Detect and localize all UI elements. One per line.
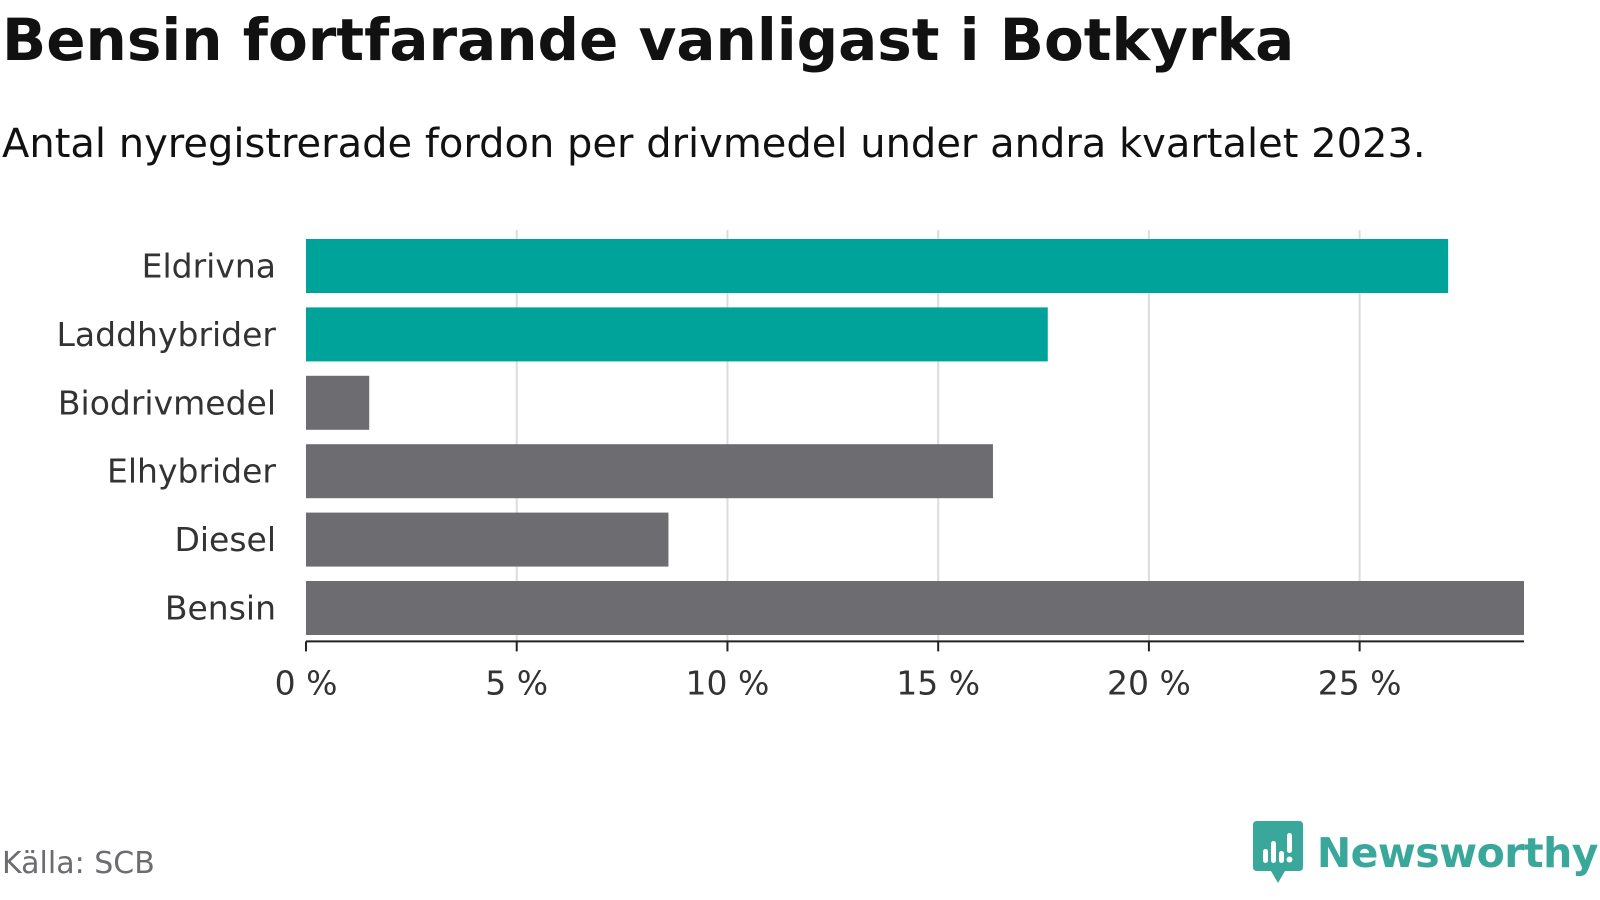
category-label-bensin: Bensin (165, 589, 276, 628)
category-labels: Eldrivna Laddhybrider Biodrivmedel Elhybrid… (57, 247, 277, 628)
category-label-elhybrider: Elhybrider (107, 452, 276, 491)
bar-diesel (306, 512, 669, 567)
bar-bensin (306, 581, 1524, 635)
x-axis: 0 % 5 % 10 % 15 % 20 % 25 % (275, 640, 1524, 702)
x-tick-label-5: 25 % (1318, 663, 1402, 702)
x-tick-label-3: 15 % (896, 663, 980, 702)
category-label-laddhybrider: Laddhybrider (57, 315, 277, 354)
brand-logo[interactable]: Newsworthy (1252, 818, 1599, 888)
bar-laddhybrider (306, 307, 1048, 362)
x-tick-label-1: 5 % (485, 663, 548, 702)
category-label-eldrivna: Eldrivna (142, 247, 276, 286)
gridlines (515, 230, 1361, 642)
source-note: Källa: SCB (2, 846, 155, 881)
bar-eldrivna (306, 239, 1449, 293)
x-tick-label-4: 20 % (1107, 663, 1191, 702)
x-tick-label-0: 0 % (275, 663, 338, 702)
brand-name: Newsworthy (1316, 829, 1599, 877)
x-tick-label-2: 10 % (686, 663, 770, 702)
category-label-diesel: Diesel (174, 520, 276, 559)
chart-title: Bensin fortfarande vanligast i Botkyrka (2, 6, 1295, 74)
newsworthy-logo-icon (1252, 821, 1303, 883)
bar-elhybrider (306, 444, 993, 499)
bars (306, 239, 1524, 635)
chart-subtitle: Antal nyregistrerade fordon per drivmede… (2, 121, 1426, 167)
bar-biodrivmedel (306, 375, 370, 430)
bar-chart: Eldrivna Laddhybrider Biodrivmedel Elhybrid… (57, 230, 1524, 702)
category-label-biodrivmedel: Biodrivmedel (58, 383, 276, 422)
